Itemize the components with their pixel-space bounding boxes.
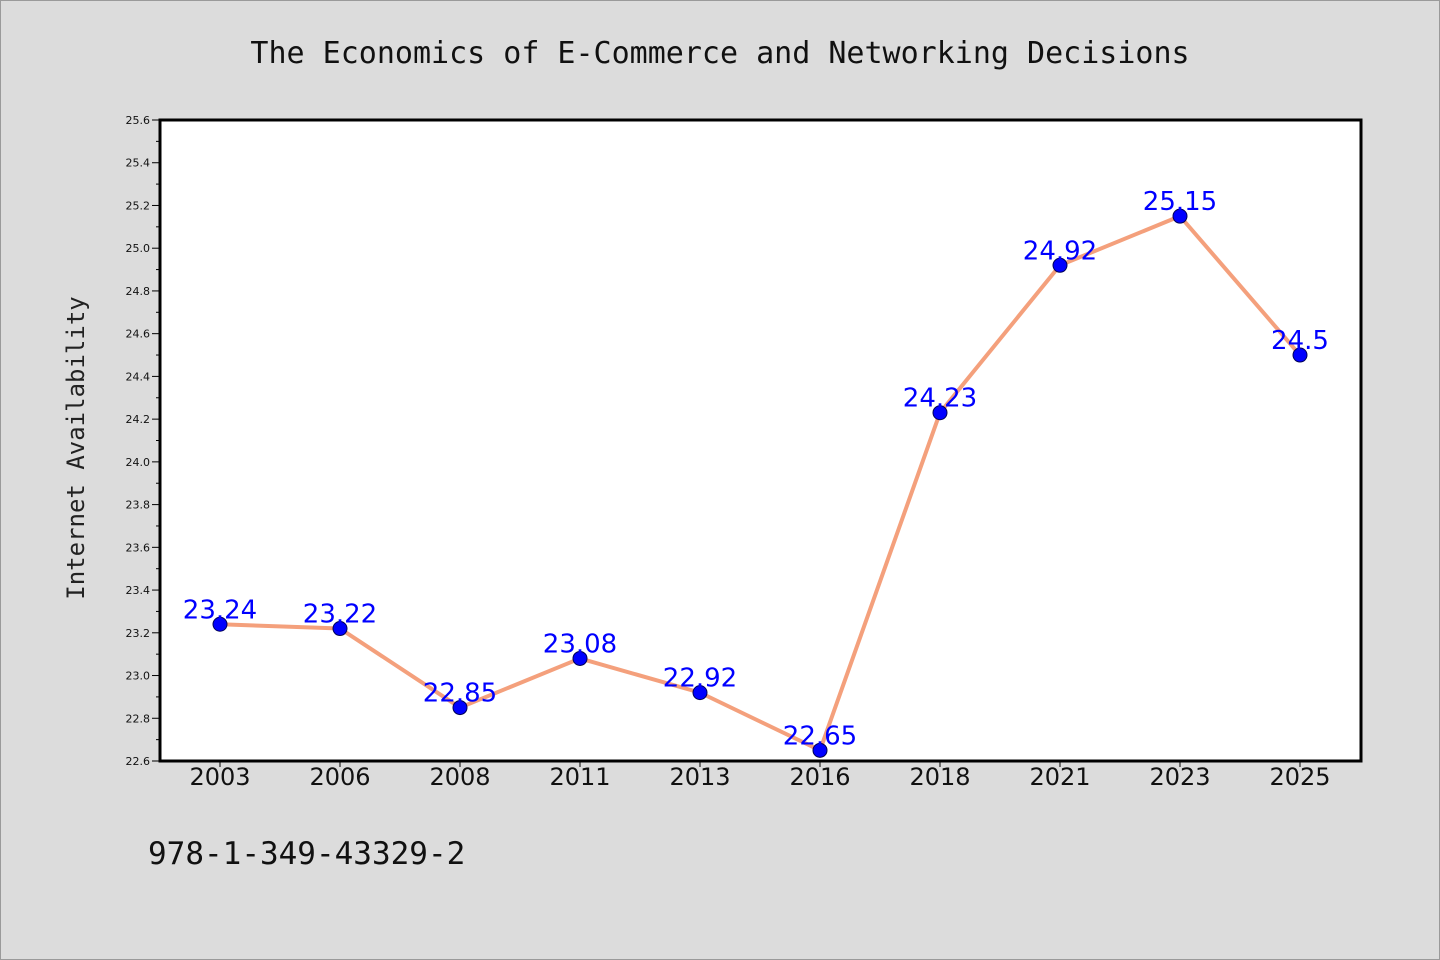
y-tick-label: 23.0 bbox=[126, 670, 151, 683]
y-tick-label: 24.6 bbox=[126, 328, 151, 341]
series-line bbox=[219, 214, 1302, 753]
data-label: 22.65 bbox=[783, 721, 857, 751]
x-axis: 2003 2006 2008 2011 2013 2016 2018 2021 2023 2025 bbox=[189, 761, 1331, 791]
x-tick-label: 2008 bbox=[429, 763, 490, 791]
y-axis: 22.6 22.8 23.0 23.2 23.4 23.6 23.8 24.0 24.2 24.4… bbox=[126, 114, 160, 768]
data-point bbox=[212, 616, 228, 632]
y-tick-label: 24.4 bbox=[126, 370, 151, 383]
x-tick-label: 2011 bbox=[549, 763, 610, 791]
y-tick-label: 25.0 bbox=[126, 242, 151, 255]
isbn-text: 978-1-349-43329-2 bbox=[148, 836, 465, 872]
x-tick-label: 2016 bbox=[789, 763, 850, 791]
data-label: 22.92 bbox=[663, 664, 737, 694]
data-point bbox=[1172, 208, 1188, 224]
data-label: 22.85 bbox=[423, 679, 497, 709]
y-tick-label: 24.2 bbox=[126, 413, 151, 426]
data-label: 24.23 bbox=[903, 384, 977, 414]
y-tick-label: 25.2 bbox=[126, 199, 151, 212]
y-tick-label: 23.8 bbox=[126, 499, 151, 512]
data-point bbox=[812, 742, 828, 758]
data-point bbox=[572, 650, 588, 666]
data-point bbox=[1292, 347, 1308, 363]
y-tick-label: 23.2 bbox=[126, 627, 151, 640]
y-tick-label: 23.6 bbox=[126, 541, 151, 554]
y-axis-label: Internet Availability bbox=[62, 296, 90, 599]
data-point bbox=[332, 621, 348, 637]
y-tick-label: 23.4 bbox=[126, 584, 151, 597]
y-tick-label: 25.6 bbox=[126, 114, 151, 127]
data-label: 23.24 bbox=[183, 595, 257, 625]
series-layer bbox=[212, 208, 1308, 758]
y-tick-label: 22.8 bbox=[126, 712, 151, 725]
data-label: 23.08 bbox=[543, 629, 617, 659]
x-tick-label: 2018 bbox=[909, 763, 970, 791]
data-label: 24.5 bbox=[1271, 326, 1329, 356]
y-tick-label: 25.4 bbox=[126, 157, 151, 170]
y-tick-label: 24.8 bbox=[126, 285, 151, 298]
plot-area bbox=[158, 118, 1363, 763]
data-point bbox=[452, 700, 468, 716]
x-tick-label: 2013 bbox=[669, 763, 730, 791]
y-tick-label: 24.0 bbox=[126, 456, 151, 469]
y-tick-label: 22.6 bbox=[126, 755, 151, 768]
data-label: 24.92 bbox=[1023, 236, 1097, 266]
data-point bbox=[932, 405, 948, 421]
data-point bbox=[692, 685, 708, 701]
x-tick-label: 2023 bbox=[1149, 763, 1210, 791]
x-tick-label: 2003 bbox=[189, 763, 250, 791]
data-point bbox=[1052, 257, 1068, 273]
chart-title: The Economics of E-Commerce and Networki… bbox=[250, 36, 1189, 71]
x-tick-label: 2021 bbox=[1029, 763, 1090, 791]
x-tick-label: 2006 bbox=[309, 763, 370, 791]
data-labels: 23.24 23.22 22.85 23.08 22.92 22.65 24.23 24.92… bbox=[183, 187, 1329, 751]
data-label: 23.22 bbox=[303, 600, 377, 630]
x-tick-label: 2025 bbox=[1269, 763, 1330, 791]
data-label: 25.15 bbox=[1143, 187, 1217, 217]
